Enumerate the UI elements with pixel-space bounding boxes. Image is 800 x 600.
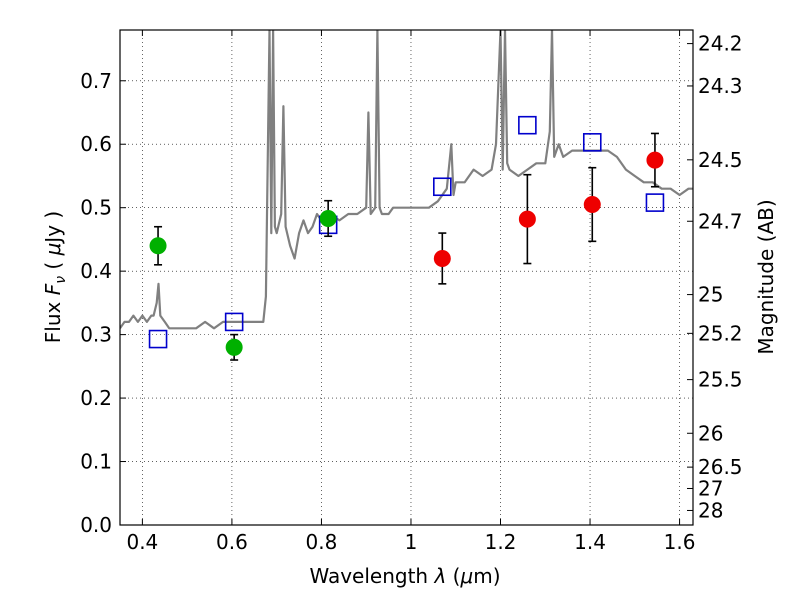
x-tick-label: 0.8 xyxy=(306,530,338,554)
y-tick-label: 0.5 xyxy=(80,196,112,220)
y2-tick-label: 25.5 xyxy=(698,368,743,392)
y2-tick-label: 24.3 xyxy=(698,74,743,98)
x-tick-label: 0.4 xyxy=(126,530,158,554)
nir-point xyxy=(518,210,536,228)
model-square xyxy=(582,133,602,152)
y2-tick-label: 27 xyxy=(698,476,723,500)
y2-tick-label: 28 xyxy=(698,498,723,522)
data-points-layer xyxy=(149,132,664,361)
x-tick-label: 1.4 xyxy=(574,530,606,554)
model-square xyxy=(518,115,537,135)
optical-point xyxy=(149,237,167,255)
optical-point xyxy=(225,338,243,356)
y2-tick-label: 24.2 xyxy=(698,32,743,56)
y-tick-label: 0.3 xyxy=(80,323,112,347)
x-tick-label: 1.6 xyxy=(664,530,696,554)
y2-tick-label: 25 xyxy=(698,283,723,307)
model-square xyxy=(224,312,244,332)
y2-tick-label: 24.5 xyxy=(698,148,743,172)
optical-point xyxy=(319,209,337,227)
model-square xyxy=(645,193,665,212)
y-tick-label: 0.0 xyxy=(80,513,112,537)
y2-tick-label: 25.2 xyxy=(698,321,743,345)
axis-ticks: 0.4 0.6 0.8 1 1.2 1.4 1.6 0.0 0.1 0.2 0.3 0.4 0.5 0.6… xyxy=(80,30,743,554)
y-tick-label: 0.7 xyxy=(80,69,112,93)
model-squares-layer xyxy=(148,115,665,349)
nir-point xyxy=(646,151,664,169)
y-tick-label: 0.1 xyxy=(80,450,112,474)
y-tick-label: 0.4 xyxy=(80,259,112,283)
y-tick-label: 0.2 xyxy=(80,386,112,410)
nir-point xyxy=(583,196,601,214)
nir-point xyxy=(433,249,451,267)
model-square xyxy=(148,329,168,349)
y2-tick-label: 26.5 xyxy=(698,455,743,479)
y2-axis-title: Magnitude (AB) xyxy=(754,199,778,354)
y2-tick-label: 26 xyxy=(698,421,723,445)
x-tick-label: 1.2 xyxy=(485,530,517,554)
grid xyxy=(120,30,693,526)
plot-frame xyxy=(119,29,694,526)
x-axis-title: Wavelength λ (μm) xyxy=(309,564,500,588)
y-axis-title: Flux Fν ( μJy ) xyxy=(41,211,69,343)
y2-tick-label: 24.7 xyxy=(698,209,743,233)
x-tick-label: 0.6 xyxy=(216,530,248,554)
spectrum-line xyxy=(120,30,693,330)
spectrum-layer xyxy=(120,30,693,330)
y-tick-label: 0.6 xyxy=(80,132,112,156)
x-tick-label: 1 xyxy=(405,530,418,554)
model-square xyxy=(433,177,452,197)
